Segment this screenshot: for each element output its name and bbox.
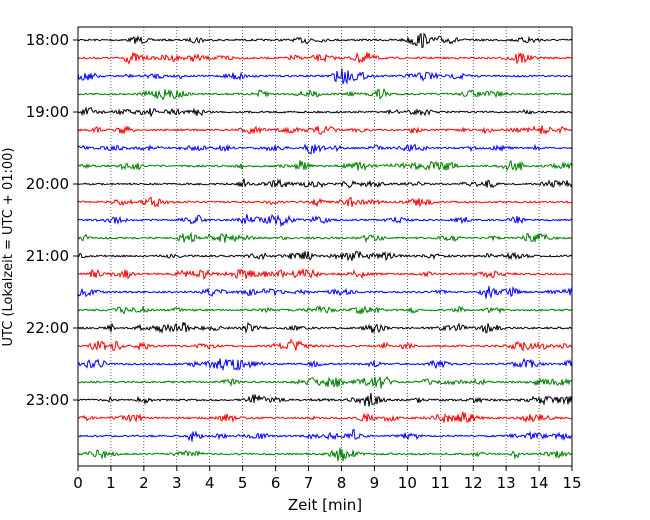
seismogram-trace	[77, 214, 573, 228]
y-tick-label: 20:00	[26, 175, 69, 193]
x-tick-label: 1	[106, 474, 116, 492]
seismogram-trace	[77, 429, 573, 442]
x-tick-label: 2	[139, 474, 149, 492]
x-tick-label: 4	[205, 474, 215, 492]
plot-frame	[77, 26, 573, 467]
y-tick-label: 23:00	[26, 391, 69, 409]
seismogram-trace	[77, 106, 573, 117]
x-tick-label: 8	[337, 474, 347, 492]
seismogram-trace	[77, 392, 573, 407]
seismogram-trace	[77, 68, 573, 85]
x-tick-label: 5	[238, 474, 248, 492]
x-tick-label: 0	[73, 474, 83, 492]
seismogram-trace	[77, 51, 573, 65]
x-axis-label: Zeit [min]	[288, 496, 362, 514]
x-tick-label: 14	[530, 474, 549, 492]
x-tick-label: 15	[562, 474, 581, 492]
seismogram-trace	[77, 231, 573, 244]
y-axis-label: UTC (Lokalzeit = UTC + 01:00)	[1, 148, 16, 347]
seismogram-trace	[77, 196, 573, 208]
x-tick-label: 11	[431, 474, 450, 492]
seismogram-trace	[77, 125, 573, 135]
y-tick-label: 19:00	[26, 103, 69, 121]
x-tick-label: 7	[304, 474, 314, 492]
seismogram-trace	[77, 268, 573, 280]
seismogram-trace	[77, 32, 573, 49]
x-tick-label: 9	[370, 474, 380, 492]
seismogram-trace	[77, 321, 573, 335]
seismogram-trace	[77, 411, 573, 424]
y-axis-ticks: 18:00 19:00 20:00 21:00 22:00 23:00	[26, 31, 78, 409]
y-tick-label: 22:00	[26, 319, 69, 337]
seismogram-trace	[77, 357, 573, 372]
seismogram-trace	[77, 376, 573, 389]
x-axis-ticks: 0 1 2 3 4 5 6 7 8 9 10 11 12 13 14 15	[73, 466, 582, 492]
seismogram-trace	[77, 305, 573, 315]
seismogram-trace	[77, 178, 573, 189]
seismogram-trace	[77, 447, 573, 462]
seismogram-trace	[77, 338, 573, 352]
seismogram-traces	[77, 32, 573, 462]
y-tick-label: 21:00	[26, 247, 69, 265]
x-tick-label: 12	[464, 474, 483, 492]
grid-lines	[110, 27, 540, 466]
x-tick-label: 13	[497, 474, 516, 492]
y-tick-label: 18:00	[26, 31, 69, 49]
x-tick-label: 10	[398, 474, 417, 492]
x-tick-label: 3	[172, 474, 182, 492]
seismogram-trace	[77, 143, 573, 155]
seismogram-trace	[77, 250, 573, 262]
seismogram-trace	[77, 285, 573, 299]
seismogram-trace	[77, 160, 573, 172]
x-tick-label: 6	[271, 474, 281, 492]
seismogram-trace	[77, 88, 573, 101]
